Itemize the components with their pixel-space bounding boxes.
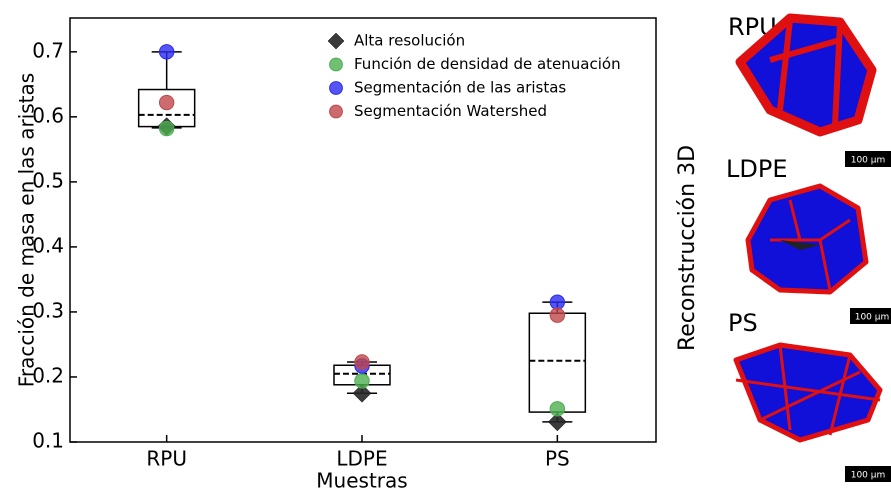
data-point: [158, 94, 175, 111]
y-tick-label: 0.4: [32, 233, 64, 257]
y-tick-label: 0.7: [32, 38, 64, 62]
reconstruction-ps: [733, 342, 883, 443]
legend-marker: [329, 81, 343, 95]
legend-marker: [327, 32, 345, 50]
data-point: [158, 44, 175, 60]
y-tick-label: 0.5: [32, 168, 64, 192]
y-tick-label: 0.1: [32, 429, 64, 453]
y-tick-label: 0.2: [32, 363, 64, 387]
scale-bar: [850, 308, 891, 324]
x-tick-label: LDPE: [336, 447, 387, 471]
box: [528, 312, 587, 413]
scale-bar: [845, 151, 891, 167]
legend-label: Función de densidad de atenuación: [354, 55, 621, 73]
data-point: [547, 412, 567, 432]
x-tick-label: RPU: [146, 447, 187, 471]
data-point: [549, 307, 566, 323]
reconstruction-rpu: [735, 13, 877, 137]
legend-label: Segmentación de las aristas: [354, 79, 566, 97]
legend-label: Alta resolución: [354, 32, 465, 50]
legend-marker: [329, 57, 343, 72]
legend-label: Segmentación Watershed: [354, 102, 547, 120]
scale-bars: 100 µm 100 µm 100 µm: [845, 151, 891, 482]
data-point: [549, 401, 566, 417]
scale-label: 100 µm: [855, 313, 890, 323]
scale-label: 100 µm: [851, 156, 886, 166]
data-point: [354, 354, 370, 370]
y-axis-label: Fracción de masa en las aristas: [15, 73, 39, 387]
scale-bar: [845, 466, 891, 482]
reconstruction-ldpe: [745, 183, 869, 295]
data-point: [158, 120, 175, 137]
data-point: [352, 383, 372, 403]
x-axis-label: Muestras: [316, 469, 407, 493]
x-tick-label: PS: [545, 447, 570, 471]
plot-frame: [69, 17, 657, 443]
y-tick-label: 0.6: [32, 103, 64, 127]
data-point: [549, 294, 566, 310]
panel-title: Reconstrucción 3D: [675, 145, 700, 351]
scale-label: 100 µm: [851, 471, 886, 481]
panel-label: PS: [728, 309, 758, 337]
legend-marker: [329, 104, 343, 119]
panel-label: LDPE: [726, 155, 788, 183]
y-tick-label: 0.3: [32, 298, 64, 322]
data-point: [354, 373, 370, 389]
